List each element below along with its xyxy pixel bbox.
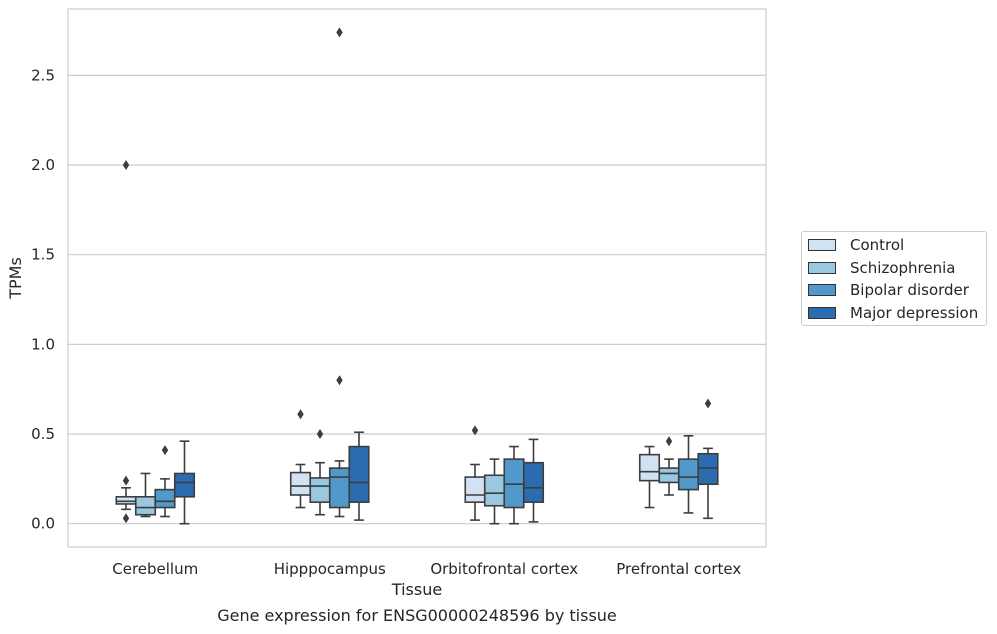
outlier-marker [316, 429, 324, 440]
plot-area [68, 9, 766, 547]
box [154, 488, 176, 509]
box [697, 452, 719, 486]
y-tick-label: 1.5 [31, 246, 55, 264]
y-tick-label: 2.0 [31, 156, 55, 174]
x-tick-label: Cerebellum [112, 560, 198, 578]
plot-frame [67, 8, 767, 548]
box [522, 461, 545, 503]
box [638, 453, 661, 482]
box-group [154, 445, 176, 518]
chart-caption: Gene expression for ENSG00000248596 by t… [217, 606, 617, 625]
outlier-marker [336, 27, 343, 38]
box [348, 445, 370, 503]
box [658, 467, 680, 484]
outlier-marker [665, 436, 673, 447]
legend-item-bipolar-disorder: Bipolar disorder [808, 280, 969, 300]
x-axis-label: Tissue [391, 580, 442, 599]
box-series [115, 27, 719, 525]
y-axis-label: TPMs [6, 257, 25, 300]
legend-item-control: Control [808, 235, 904, 255]
box-group [697, 398, 719, 520]
outlier-marker [297, 409, 304, 420]
box [328, 467, 351, 509]
box [173, 472, 196, 498]
legend-item-schizophrenia: Schizophrenia [808, 258, 955, 278]
box [309, 477, 331, 503]
outlier-marker [122, 475, 130, 486]
legend-item-major-depression: Major depression [808, 303, 978, 323]
outlier-marker [471, 425, 479, 436]
x-tick-label: Prefrontal cortex [616, 560, 741, 578]
y-tick-label: 2.5 [31, 66, 55, 84]
box-group [348, 431, 370, 521]
box [503, 458, 525, 509]
legend-swatch-schizophrenia [808, 262, 836, 274]
box-group [309, 429, 331, 516]
box-group [503, 445, 525, 525]
legend-label-bipolar-disorder: Bipolar disorder [850, 281, 969, 299]
box [134, 495, 157, 516]
x-tick-label: Hipppocampus [274, 560, 386, 578]
box-group [173, 440, 196, 525]
box [677, 458, 700, 491]
outlier-marker [122, 160, 130, 171]
box-group [483, 458, 506, 525]
x-tick-label: Orbitofrontal cortex [430, 560, 578, 578]
legend-swatch-bipolar-disorder [808, 284, 836, 296]
legend-label-control: Control [850, 236, 905, 254]
box [464, 476, 486, 503]
legend-label-schizophrenia: Schizophrenia [850, 259, 956, 277]
y-tick-label: 0.0 [31, 515, 55, 533]
box-group [289, 409, 312, 509]
y-tick-label: 0.5 [31, 425, 55, 443]
box [115, 495, 137, 505]
legend-swatch-major-depression [808, 307, 836, 319]
legend: Control Schizophrenia Bipolar disorder M… [801, 231, 987, 326]
legend-swatch-control [808, 239, 836, 251]
outlier-marker [704, 398, 712, 409]
box-group [522, 438, 545, 523]
y-tick-labels: 0.0 0.5 1.0 1.5 2.0 2.5 [31, 66, 55, 532]
x-tick-labels: Cerebellum Hipppocampus Orbitofrontal cort… [112, 560, 741, 578]
outlier-marker [122, 513, 130, 524]
box-group [658, 436, 680, 496]
outlier-marker [161, 445, 169, 456]
y-tick-label: 1.0 [31, 335, 55, 353]
box [289, 471, 312, 496]
outlier-marker [336, 375, 343, 386]
legend-label-major-depression: Major depression [850, 304, 979, 322]
box-group [638, 445, 661, 509]
box [483, 474, 506, 507]
